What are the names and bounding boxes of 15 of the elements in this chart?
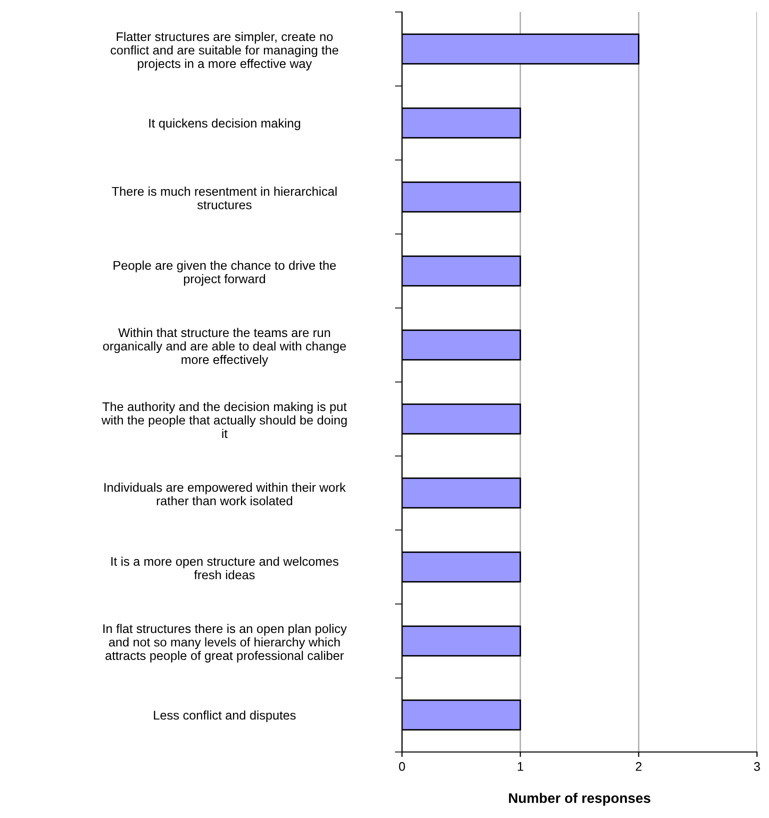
x-tick-label: 1	[518, 762, 524, 771]
x-tick-label: 0	[399, 762, 405, 771]
y-tick-label: Flatter structures are simpler, create no conflict and are suitable for managing the projects in a more effective way	[110, 32, 338, 70]
x-tick-label: 2	[636, 762, 642, 771]
y-tick-label: Individuals are empowered within their work rather than work isolated	[104, 482, 346, 506]
x-tick-label: 3	[754, 762, 760, 771]
y-tick-label: In flat structures there is an open plan policy and not so many levels of hierarchy which attracts people of great professional caliber	[103, 624, 347, 662]
y-tick-label: People are given the chance to drive the project forward	[114, 260, 336, 286]
y-tick-label: The authority and the decision making is put with the people that actually should be doing it	[101, 402, 347, 438]
y-tick-label: Less conflict and disputes	[154, 710, 296, 722]
y-tick-label: It is a more open structure and welcomes fresh ideas	[111, 556, 338, 580]
y-tick-label: There is much resentment in hierarchical structures	[112, 186, 337, 210]
x-axis-title: Number of responses	[509, 792, 650, 806]
y-tick-label: Within that structure the teams are run organically and are able to deal with change more effectively	[103, 328, 346, 366]
y-tick-label: It quickens decision making	[149, 118, 300, 130]
